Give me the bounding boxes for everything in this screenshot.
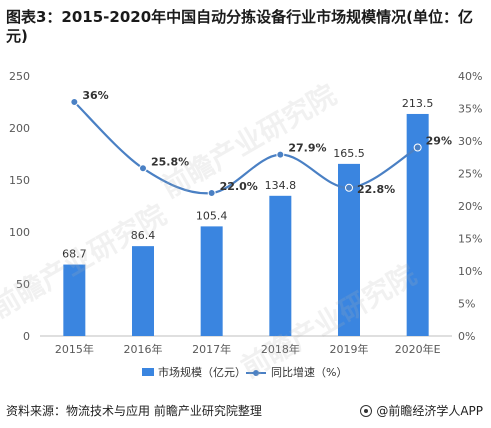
x-tick-label: 2015年 [55,342,94,356]
source-note: 资料来源：物流技术与应用 前瞻产业研究院整理 [6,404,262,418]
bar [269,195,292,336]
growth-value-label: 22.8% [357,183,395,196]
bar-value-label: 68.7 [62,248,87,261]
growth-value-label: 22.0% [220,180,258,193]
legend-bar-swatch [142,368,154,376]
bar-value-label: 134.8 [265,179,297,192]
y-right-tick-label: 15% [458,233,482,246]
y-left-tick-label: 50 [16,278,30,291]
brand: @前瞻经济学人APP [360,402,483,419]
bar-value-label: 105.4 [196,209,228,222]
growth-value-label: 25.8% [151,155,189,168]
x-tick-label: 2017年 [192,342,231,356]
bar [338,163,360,336]
x-tick-label: 2020年E [395,342,441,356]
growth-point [207,189,216,197]
growth-value-label: 29% [426,135,452,148]
y-right-tick-label: 35% [458,103,482,116]
brand-label: @前瞻经济学人APP [376,404,483,418]
y-left-tick-label: 100 [9,226,30,239]
growth-point [70,98,79,106]
y-right-tick-label: 40% [458,70,482,83]
growth-point [139,164,147,173]
y-right-tick-label: 10% [458,265,482,278]
y-right-tick-label: 30% [458,135,482,148]
y-left-tick-label: 0 [23,330,30,343]
bar [63,264,86,336]
y-right-tick-label: 0% [458,330,475,343]
x-tick-label: 2019年 [330,342,369,356]
bar [132,246,154,336]
brand-logo-icon [360,404,373,417]
y-right-tick-label: 5% [458,298,475,311]
y-left-tick-label: 150 [9,174,30,187]
chart-title: 图表3：2015-2020年中国自动分拣设备行业市场规模情况(单位：亿元) [6,8,474,45]
growth-point [276,150,285,159]
growth-value-label: 36% [82,89,108,102]
legend-line-label: 同比增速（%） [271,365,347,379]
y-left-tick-label: 200 [9,122,30,135]
growth-value-label: 27.9% [288,142,326,155]
growth-line [73,101,419,195]
bar-value-label: 165.5 [333,147,365,160]
bar-value-label: 86.4 [131,229,156,242]
growth-point [345,183,353,192]
x-tick-label: 2016年 [124,342,163,356]
growth-point [413,143,422,152]
bar-value-label: 213.5 [402,97,434,110]
legend-line-marker [253,370,259,376]
y-right-tick-label: 25% [458,168,482,181]
y-left-tick-label: 250 [9,70,30,83]
bar [200,226,223,336]
legend-bar-label: 市场规模（亿元） [158,365,246,379]
bar [406,113,429,337]
y-right-tick-label: 20% [458,200,482,213]
x-tick-label: 2018年 [261,342,300,356]
